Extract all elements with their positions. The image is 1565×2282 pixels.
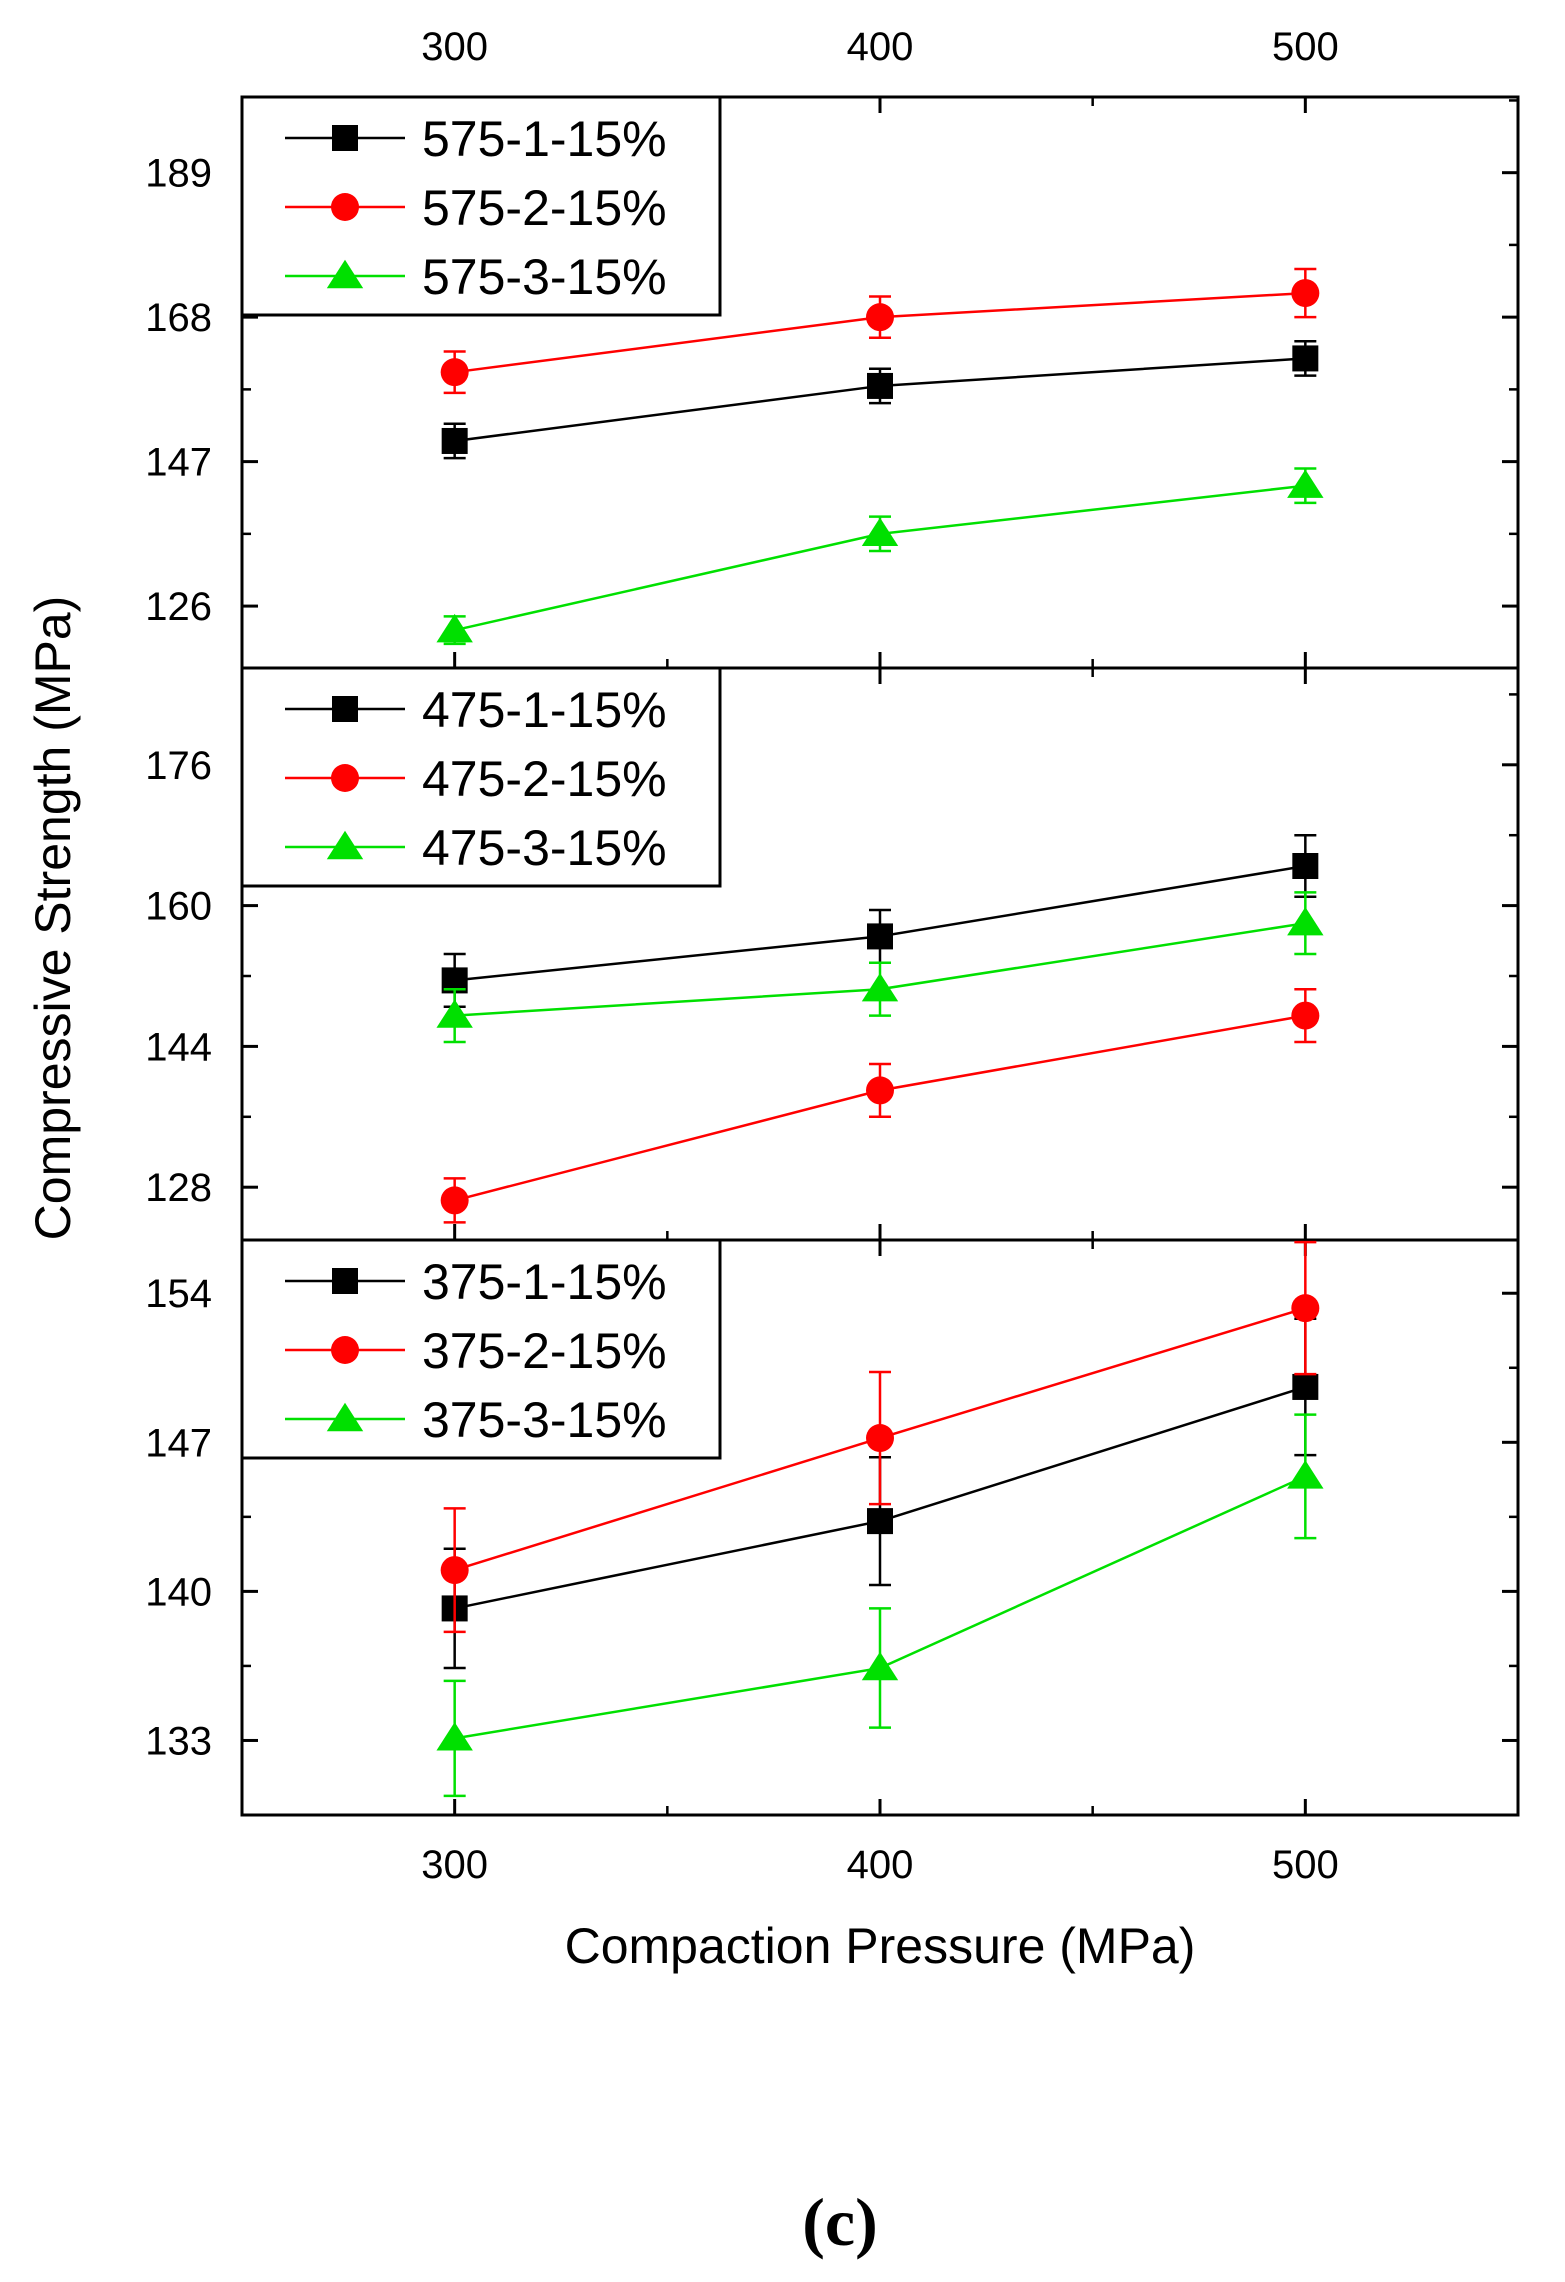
x-axis-title: Compaction Pressure (MPa) xyxy=(565,1918,1196,1974)
legend-marker xyxy=(332,696,358,722)
data-point-575-2-15% xyxy=(866,303,894,332)
y-tick-label: 140 xyxy=(145,1570,212,1614)
data-point-475-3-15% xyxy=(436,999,473,1028)
plot-layer: 126147168189575-1-15%575-2-15%575-3-15%1… xyxy=(145,25,1520,1887)
x-tick-label: 500 xyxy=(1272,1843,1339,1887)
y-tick-label: 168 xyxy=(145,296,212,340)
data-point-475-2-15% xyxy=(440,1186,469,1215)
x-tick-label: 400 xyxy=(847,1843,914,1887)
panel-575: 126 147 168 189 575-1-15% 575-2-15% 575-3-15% xyxy=(145,95,1520,670)
data-point-375-1-15% xyxy=(1292,1373,1319,1400)
data-point-475-1-15% xyxy=(867,923,893,950)
data-point-375-2-15% xyxy=(866,1424,894,1453)
x-tick-label: 300 xyxy=(421,1843,488,1887)
legend-marker xyxy=(332,125,358,151)
data-point-375-3-15% xyxy=(1287,1460,1324,1489)
legend-marker xyxy=(326,1402,364,1432)
y-tick-label: 126 xyxy=(145,585,212,629)
legend-label: 475-2-15% xyxy=(422,751,667,807)
data-point-475-3-15% xyxy=(1287,906,1324,936)
y-tick-label: 144 xyxy=(145,1025,212,1069)
data-point-375-2-15% xyxy=(440,1556,469,1585)
y-tick-label: 189 xyxy=(145,152,212,196)
figure-caption: (c) xyxy=(802,2184,877,2260)
x-tick-label-top: 500 xyxy=(1272,25,1339,69)
y-tick-label: 147 xyxy=(145,1421,212,1465)
legend-label: 575-2-15% xyxy=(422,180,667,236)
legend-label: 475-3-15% xyxy=(422,820,667,876)
panel-475: 128 144 160 176 475-1-15% 475-2-15% 475-3-15% xyxy=(145,666,1520,1242)
legend-marker xyxy=(331,764,359,792)
data-point-375-1-15% xyxy=(867,1508,893,1535)
data-point-375-2-15% xyxy=(1291,1294,1320,1323)
legend-marker xyxy=(331,1336,359,1364)
data-point-375-3-15% xyxy=(436,1722,473,1751)
legend-marker xyxy=(331,193,359,221)
data-point-575-1-15% xyxy=(441,427,468,454)
legend-marker xyxy=(332,1268,358,1294)
legend-label: 475-1-15% xyxy=(422,682,667,738)
y-tick-label: 133 xyxy=(145,1719,212,1763)
data-point-575-1-15% xyxy=(867,372,893,399)
data-point-475-1-15% xyxy=(1292,853,1319,879)
data-point-475-2-15% xyxy=(866,1076,894,1105)
data-point-575-2-15% xyxy=(1291,279,1320,308)
panel-375: 133 140 147 154 375-1-15% 375-2-15% 375-3-15% xyxy=(145,1238,1520,1817)
y-tick-label: 128 xyxy=(145,1166,212,1210)
data-point-375-3-15% xyxy=(861,1651,899,1681)
data-point-475-2-15% xyxy=(1291,1001,1320,1030)
legend-label: 375-2-15% xyxy=(422,1323,667,1379)
data-point-575-2-15% xyxy=(440,358,469,387)
data-point-575-3-15% xyxy=(436,613,473,643)
data-point-575-3-15% xyxy=(1287,469,1324,498)
data-point-475-3-15% xyxy=(861,972,899,1002)
legend-marker xyxy=(326,830,364,860)
legend-label: 575-1-15% xyxy=(422,111,667,167)
legend-label: 575-3-15% xyxy=(422,249,667,305)
legend-label: 375-3-15% xyxy=(422,1392,667,1448)
x-tick-label-top: 400 xyxy=(847,25,914,69)
data-point-575-3-15% xyxy=(861,517,899,547)
y-tick-label: 176 xyxy=(145,744,212,788)
x-tick-label-top: 300 xyxy=(421,25,488,69)
legend-label: 375-1-15% xyxy=(422,1254,667,1310)
data-point-575-1-15% xyxy=(1292,345,1319,372)
y-tick-label: 160 xyxy=(145,885,212,929)
y-tick-label: 154 xyxy=(145,1272,212,1316)
y-axis-title: Compressive Strength (MPa) xyxy=(25,596,81,1241)
y-tick-label: 147 xyxy=(145,441,212,485)
legend-marker xyxy=(326,259,364,289)
